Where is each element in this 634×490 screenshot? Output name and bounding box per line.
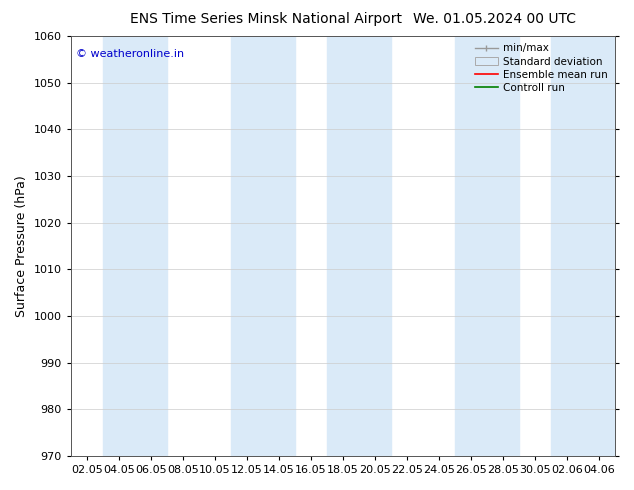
Text: We. 01.05.2024 00 UTC: We. 01.05.2024 00 UTC — [413, 12, 576, 26]
Legend: min/max, Standard deviation, Ensemble mean run, Controll run: min/max, Standard deviation, Ensemble me… — [472, 41, 610, 95]
Text: © weatheronline.in: © weatheronline.in — [76, 49, 184, 59]
Bar — [103, 36, 167, 456]
Bar — [231, 36, 295, 456]
Bar — [455, 36, 519, 456]
Bar — [327, 36, 391, 456]
Y-axis label: Surface Pressure (hPa): Surface Pressure (hPa) — [15, 175, 28, 317]
Text: ENS Time Series Minsk National Airport: ENS Time Series Minsk National Airport — [130, 12, 403, 26]
Bar — [551, 36, 615, 456]
